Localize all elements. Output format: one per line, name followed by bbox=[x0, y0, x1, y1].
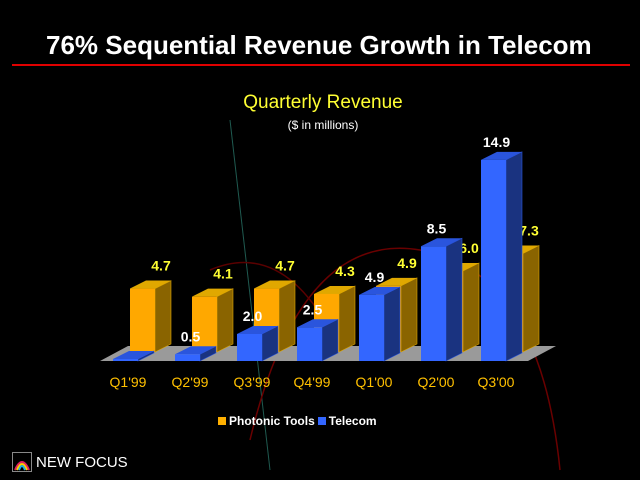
bar-telecom-4 bbox=[359, 286, 401, 362]
data-label-photonic-4: 4.9 bbox=[397, 255, 417, 271]
legend-swatch-photonic bbox=[218, 417, 226, 425]
data-label-photonic-3: 4.3 bbox=[335, 263, 355, 279]
title-divider bbox=[12, 64, 630, 66]
logo-text: NEW FOCUS bbox=[36, 453, 128, 471]
data-label-photonic-5: 6.0 bbox=[459, 240, 479, 256]
chart-title: Quarterly Revenue bbox=[243, 92, 403, 113]
bar-telecom-0 bbox=[113, 350, 155, 362]
legend: Photonic Tools Telecom bbox=[218, 414, 377, 428]
bar-telecom-6 bbox=[481, 151, 523, 362]
bar-telecom-1 bbox=[175, 345, 217, 362]
legend-label-telecom: Telecom bbox=[328, 414, 377, 428]
legend-label-photonic: Photonic Tools bbox=[229, 414, 315, 428]
bar-photonic-0 bbox=[130, 280, 172, 353]
bar-telecom-2 bbox=[237, 325, 279, 362]
rainbow-logo-icon bbox=[12, 452, 32, 472]
data-label-telecom-3: 2.5 bbox=[303, 301, 323, 317]
data-label-telecom-4: 4.9 bbox=[365, 269, 385, 285]
bar-photonic-1 bbox=[192, 288, 234, 353]
slide-title: 76% Sequential Revenue Growth in Telecom bbox=[46, 30, 592, 60]
company-logo: NEW FOCUS bbox=[12, 452, 128, 472]
bar-telecom-3 bbox=[297, 318, 339, 362]
x-tick-label: Q2'00 bbox=[418, 374, 455, 390]
data-label-photonic-0: 4.7 bbox=[151, 258, 171, 274]
x-tick-label: Q1'99 bbox=[110, 374, 147, 390]
data-label-photonic-6: 7.3 bbox=[519, 222, 539, 238]
data-label-telecom-6: 14.9 bbox=[483, 134, 510, 150]
x-tick-label: Q3'00 bbox=[478, 374, 515, 390]
chart-subtitle: ($ in millions) bbox=[287, 118, 359, 132]
data-label-telecom-2: 2.0 bbox=[243, 308, 263, 324]
legend-swatch-telecom bbox=[317, 417, 326, 425]
data-label-telecom-1: 0.5 bbox=[181, 328, 201, 344]
bar-telecom-5 bbox=[421, 237, 463, 362]
x-tick-label: Q2'99 bbox=[172, 374, 209, 390]
data-label-telecom-5: 8.5 bbox=[427, 220, 447, 236]
data-label-photonic-1: 4.1 bbox=[213, 266, 233, 282]
x-tick-label: Q1'00 bbox=[356, 374, 393, 390]
x-tick-label: Q3'99 bbox=[234, 374, 271, 390]
x-tick-label: Q4'99 bbox=[294, 374, 331, 390]
data-label-photonic-2: 4.7 bbox=[275, 258, 295, 274]
